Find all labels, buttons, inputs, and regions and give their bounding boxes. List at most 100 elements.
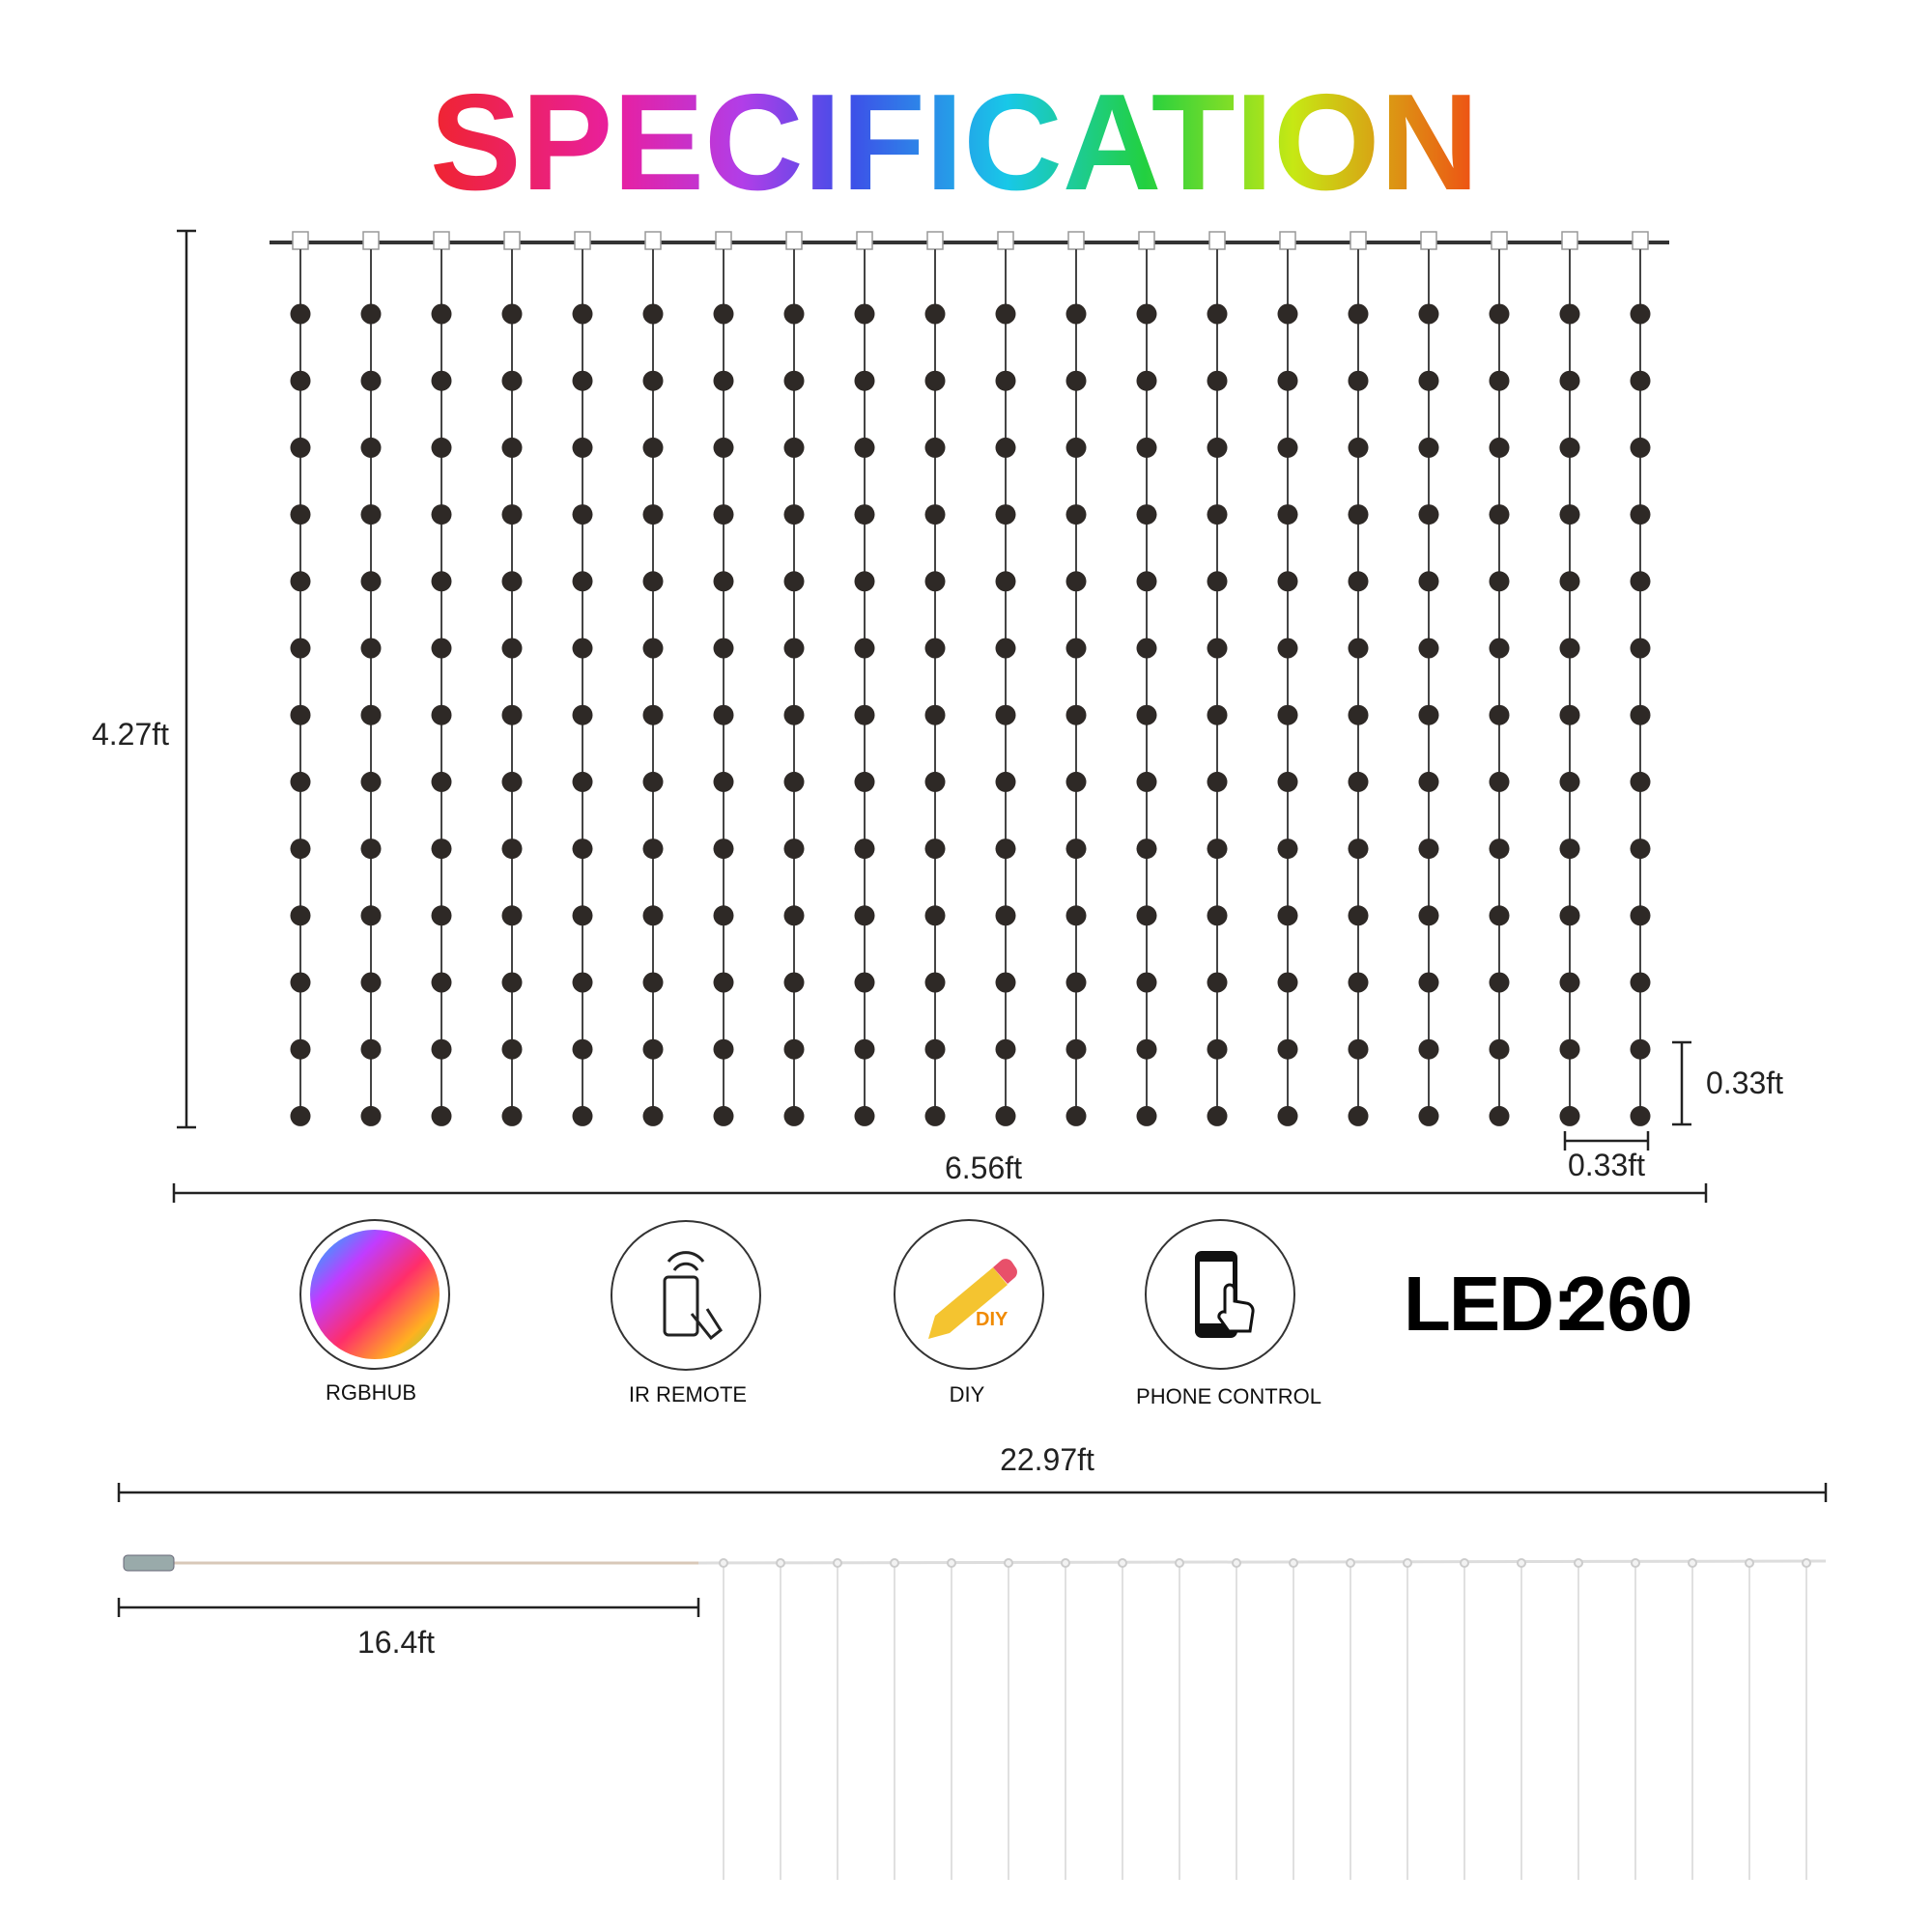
hook bbox=[362, 231, 380, 250]
strand-spacing-label: 0.33ft bbox=[1568, 1148, 1645, 1182]
hook bbox=[1420, 231, 1437, 250]
led-dot bbox=[290, 571, 311, 592]
led-dot bbox=[854, 303, 875, 325]
hook bbox=[1460, 1558, 1469, 1568]
led-dot bbox=[1136, 972, 1157, 993]
led-dot bbox=[360, 504, 382, 526]
led-dot bbox=[854, 972, 875, 993]
led-dot bbox=[431, 370, 452, 391]
led-dot bbox=[642, 303, 664, 325]
led-dot bbox=[854, 905, 875, 926]
led-dot bbox=[642, 838, 664, 860]
hook bbox=[856, 231, 873, 250]
led-dot bbox=[1207, 838, 1228, 860]
led-dot bbox=[1136, 437, 1157, 458]
led-dot bbox=[1136, 905, 1157, 926]
led-dot bbox=[1418, 638, 1439, 659]
feature-label: PHONE CONTROL bbox=[1136, 1384, 1321, 1408]
led-dot bbox=[1489, 704, 1510, 725]
led-count: 260 bbox=[1564, 1261, 1692, 1347]
hook bbox=[1745, 1558, 1754, 1568]
led-dot bbox=[1559, 303, 1580, 325]
led-dot bbox=[1489, 1038, 1510, 1060]
led-dot bbox=[1630, 838, 1651, 860]
led-dot bbox=[642, 1105, 664, 1126]
led-dot bbox=[501, 1105, 523, 1126]
led-dot bbox=[1136, 1038, 1157, 1060]
led-dot bbox=[572, 571, 593, 592]
led-dot bbox=[1630, 905, 1651, 926]
led-dot bbox=[924, 303, 946, 325]
led-dot bbox=[995, 370, 1016, 391]
led-dot bbox=[1277, 303, 1298, 325]
led-dot bbox=[995, 437, 1016, 458]
hook bbox=[1802, 1558, 1811, 1568]
led-dot bbox=[431, 972, 452, 993]
led-dot bbox=[924, 838, 946, 860]
led-dot bbox=[290, 1038, 311, 1060]
led-dot bbox=[783, 905, 805, 926]
led-dot bbox=[1418, 370, 1439, 391]
led-dot bbox=[290, 704, 311, 725]
led-dot bbox=[924, 972, 946, 993]
hook bbox=[833, 1558, 842, 1568]
hook bbox=[292, 231, 309, 250]
led-dot bbox=[1277, 771, 1298, 792]
led-dot bbox=[501, 303, 523, 325]
pencil-icon: DIY bbox=[928, 1259, 1017, 1339]
led-dot bbox=[1136, 638, 1157, 659]
led-dot bbox=[431, 638, 452, 659]
led-dot bbox=[360, 437, 382, 458]
led-dot bbox=[1559, 1105, 1580, 1126]
feature-label: DIY bbox=[950, 1382, 985, 1406]
title: SPECIFICATION bbox=[430, 66, 1479, 219]
led-dot bbox=[1065, 905, 1087, 926]
led-dot bbox=[431, 504, 452, 526]
led-dot bbox=[1136, 704, 1157, 725]
led-dot bbox=[713, 838, 734, 860]
hook bbox=[1004, 1558, 1013, 1568]
led-dot bbox=[1630, 704, 1651, 725]
led-dot bbox=[854, 571, 875, 592]
led-dot bbox=[924, 370, 946, 391]
feature-icons bbox=[299, 1219, 1295, 1371]
led-dot bbox=[995, 905, 1016, 926]
led-dot bbox=[501, 638, 523, 659]
led-dot bbox=[1630, 303, 1651, 325]
led-dot bbox=[713, 571, 734, 592]
led-dot bbox=[431, 771, 452, 792]
led-dot bbox=[924, 638, 946, 659]
hook bbox=[644, 231, 662, 250]
led-dot bbox=[1348, 1105, 1369, 1126]
led-dot bbox=[1489, 437, 1510, 458]
led-dot bbox=[572, 771, 593, 792]
led-dot bbox=[1630, 638, 1651, 659]
led-dot bbox=[1559, 905, 1580, 926]
hook bbox=[1631, 1558, 1640, 1568]
lead-length-label: 16.4ft bbox=[357, 1625, 435, 1660]
led-dot bbox=[1207, 771, 1228, 792]
led-dot bbox=[1348, 838, 1369, 860]
led-dot bbox=[1065, 704, 1087, 725]
led-dot bbox=[1489, 972, 1510, 993]
hook bbox=[1346, 1558, 1355, 1568]
hook bbox=[1279, 231, 1296, 250]
led-dot bbox=[1489, 370, 1510, 391]
led-dot bbox=[360, 972, 382, 993]
led-dot bbox=[360, 905, 382, 926]
led-dot bbox=[995, 972, 1016, 993]
led-dot bbox=[1418, 704, 1439, 725]
led-dot bbox=[572, 1105, 593, 1126]
led-dot bbox=[290, 638, 311, 659]
led-dot bbox=[1136, 838, 1157, 860]
led-dot bbox=[1207, 972, 1228, 993]
led-dot bbox=[1559, 571, 1580, 592]
led-dot bbox=[783, 303, 805, 325]
color-wheel bbox=[310, 1230, 440, 1359]
led-dot bbox=[360, 638, 382, 659]
led-dot bbox=[642, 905, 664, 926]
led-dot bbox=[995, 1038, 1016, 1060]
led-dot bbox=[1277, 972, 1298, 993]
hook bbox=[503, 231, 521, 250]
led-dot bbox=[1489, 771, 1510, 792]
